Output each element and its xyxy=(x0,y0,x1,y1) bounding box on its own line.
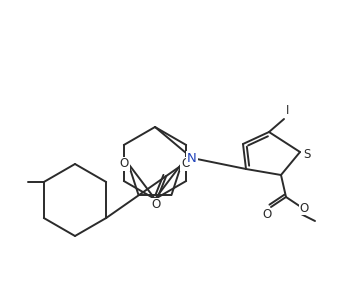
Text: O: O xyxy=(299,201,308,214)
Text: O: O xyxy=(262,209,272,221)
Text: I: I xyxy=(286,105,290,117)
Text: O: O xyxy=(181,157,190,170)
Text: O: O xyxy=(152,198,161,212)
Text: O: O xyxy=(120,157,129,170)
Text: N: N xyxy=(187,151,197,164)
Text: S: S xyxy=(303,148,311,160)
